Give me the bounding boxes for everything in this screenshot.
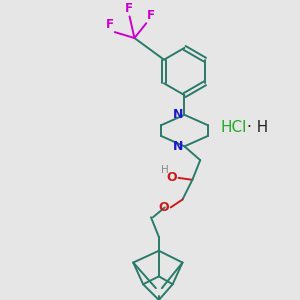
Text: F: F [147, 9, 155, 22]
Text: H: H [161, 165, 169, 175]
Text: · H: · H [247, 120, 268, 135]
Text: N: N [173, 140, 184, 153]
Text: F: F [124, 2, 133, 15]
Text: O: O [158, 201, 169, 214]
Text: HCl: HCl [221, 120, 247, 135]
Text: F: F [106, 18, 114, 31]
Text: N: N [173, 108, 184, 121]
Text: O: O [166, 171, 177, 184]
